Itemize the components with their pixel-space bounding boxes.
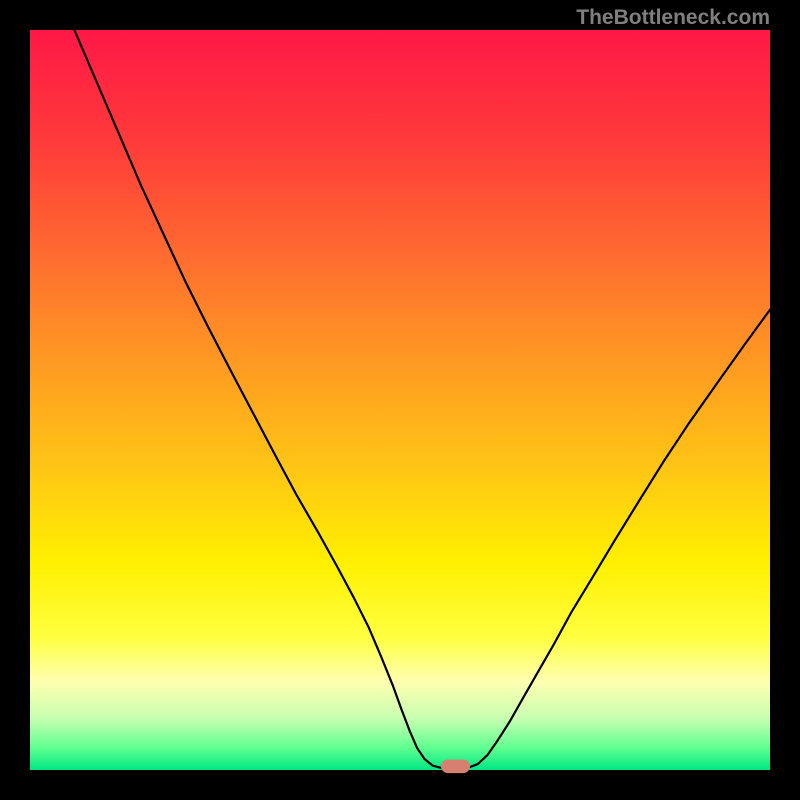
optimal-marker	[441, 760, 469, 773]
gradient-background	[30, 30, 770, 770]
watermark-text: TheBottleneck.com	[576, 6, 770, 30]
chart-svg	[0, 0, 800, 800]
chart-stage: TheBottleneck.com	[0, 0, 800, 800]
